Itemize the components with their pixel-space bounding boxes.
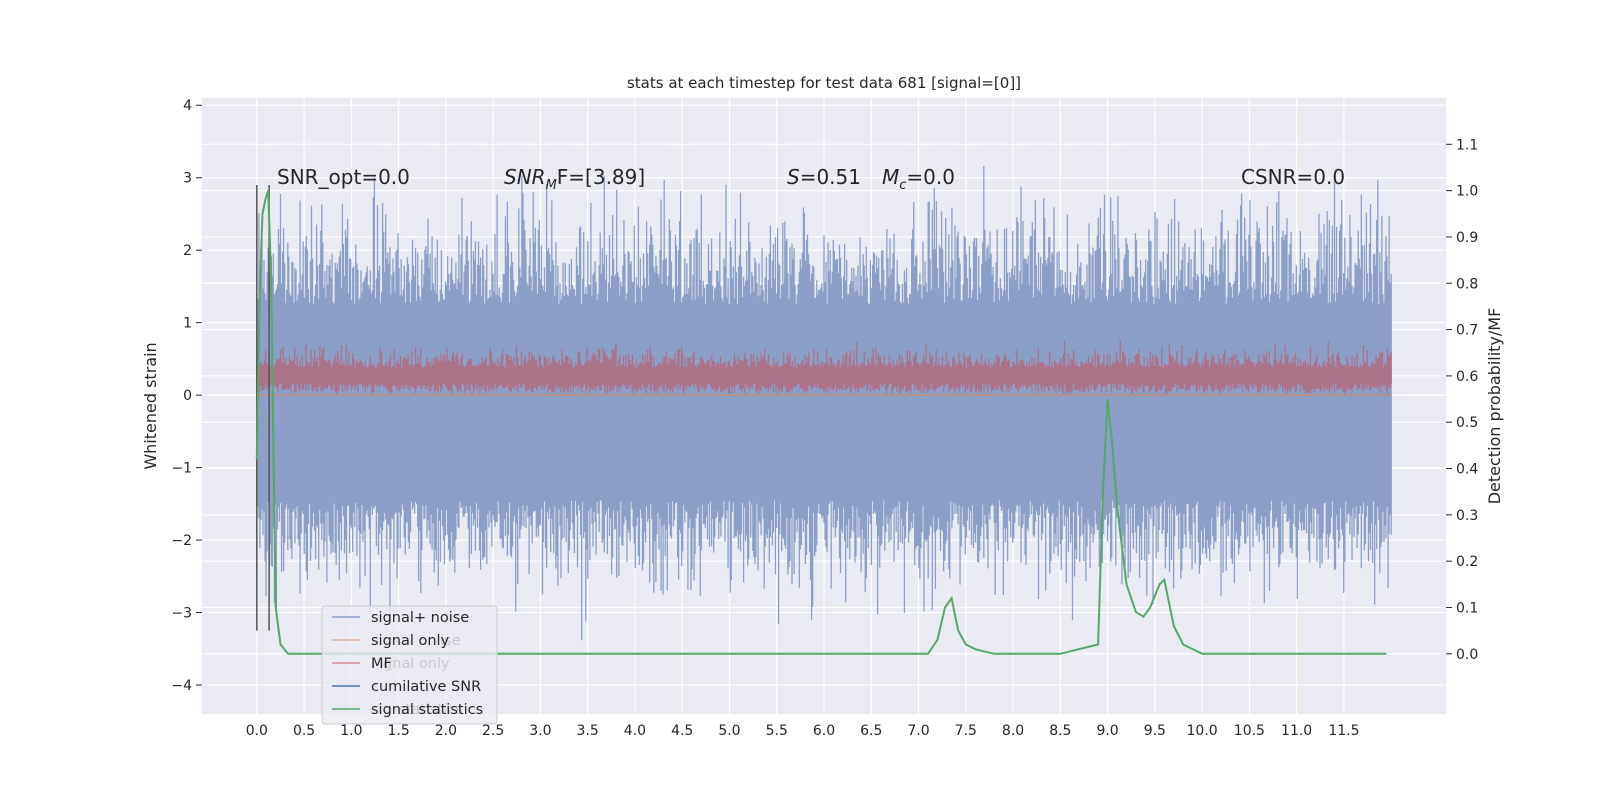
x-tick-label: 9.0 [1096,723,1118,739]
y-tick-label: 1 [183,316,192,332]
x-tick-label: 5.0 [718,723,740,739]
x-tick-label: 10.0 [1187,723,1218,739]
legend-ghost-3: statistics [398,702,463,718]
y-tick-label: 3 [183,171,192,187]
x-ticks: 0.0 0.5 1.0 1.5 2.0 2.5 3.0 3.5 4.0 4.5 5.0 5.5 6.0 6… [246,723,1360,739]
x-tick-label: 2.0 [435,723,457,739]
y2-tick-label: 0.4 [1456,462,1478,478]
x-tick-label: 7.5 [955,723,977,739]
x-tick-label: 8.5 [1049,723,1071,739]
y-axis-label: Whitened strain [141,342,160,469]
y2-tick-label: 0.7 [1456,323,1478,339]
y2-tick-label: 0.9 [1456,230,1478,246]
mc-value: =0.0 [906,165,955,189]
y2-ticks: 0.0 0.1 0.2 0.3 0.4 0.5 0.6 0.7 0.8 0.9 1.0 1.1 [1446,137,1478,663]
y2-tick-label: 1.0 [1456,184,1478,200]
y-ticks: −4 −3 −2 −1 0 1 2 3 4 [171,98,202,694]
y2-tick-label: 0.0 [1456,647,1478,663]
annotation-csnr: CSNR=0.0 [1241,165,1345,189]
x-tick-label: 1.0 [340,723,362,739]
legend-label-cumulative-snr: cumilative SNR [371,679,481,695]
x-tick-label: 6.5 [860,723,882,739]
x-tick-label: 2.5 [482,723,504,739]
legend-label-signal-statistics: signal statistics [371,702,483,718]
legend-ghost-2: gnal only [383,656,450,672]
x-tick-label: 10.5 [1234,723,1265,739]
x-tick-label: 4.5 [671,723,693,739]
y-tick-label: −3 [171,606,192,622]
mc-sub: c [899,178,906,193]
annotation-s: S=0.51 [787,165,861,189]
y2-tick-label: 0.3 [1456,508,1478,524]
y2-axis-label: Detection probability/MF [1485,308,1504,505]
x-tick-label: 1.5 [387,723,409,739]
legend-ghost-1: ise [440,633,461,649]
annotation-snr-mf: SNRMF=[3.89] [504,165,645,193]
y2-tick-label: 0.6 [1456,369,1478,385]
legend-label-signal-noise: signal+ noise [371,610,469,626]
x-tick-label: 9.5 [1144,723,1166,739]
plot-series [255,166,1392,655]
y-tick-label: 2 [183,243,192,259]
y2-tick-label: 0.1 [1456,600,1478,616]
snr-mf-tail: F=[3.89] [557,165,645,189]
x-tick-label: 0.0 [246,723,268,739]
mc-main: M [882,165,899,189]
x-tick-label: 6.0 [813,723,835,739]
s-value: =0.51 [800,165,861,189]
snr-mf-sub: M [546,178,557,193]
annotation-mc: Mc=0.0 [882,165,955,193]
y2-tick-label: 0.8 [1456,276,1478,292]
snr-mf-main: SNR [504,165,546,189]
annotation-snr-opt: SNR_opt=0.0 [277,165,410,189]
x-tick-label: 4.0 [624,723,646,739]
chart-title: stats at each timestep for test data 681… [627,74,1021,92]
legend-label-mf: MF [371,656,392,672]
y2-tick-label: 0.2 [1456,554,1478,570]
y-tick-label: −4 [171,678,192,694]
x-tick-label: 11.5 [1328,723,1359,739]
signal-statistics-series [255,190,1387,655]
y-tick-label: 0 [183,388,192,404]
y-tick-label: −2 [171,533,192,549]
y2-tick-label: 0.5 [1456,415,1478,431]
x-tick-label: 11.0 [1281,723,1312,739]
legend-label-signal-only: signal only [371,633,450,649]
x-tick-label: 0.5 [293,723,315,739]
x-tick-label: 5.5 [766,723,788,739]
s-main: S [787,165,800,189]
x-tick-label: 8.0 [1002,723,1024,739]
x-tick-label: 3.0 [529,723,551,739]
y-tick-label: 4 [183,98,192,114]
legend-box [321,605,498,725]
x-tick-label: 3.5 [577,723,599,739]
legend: ise gnal only statistics signal+ noise s… [321,605,498,725]
y2-tick-label: 1.1 [1456,137,1478,153]
y-tick-label: −1 [171,461,192,477]
x-tick-label: 7.0 [907,723,929,739]
